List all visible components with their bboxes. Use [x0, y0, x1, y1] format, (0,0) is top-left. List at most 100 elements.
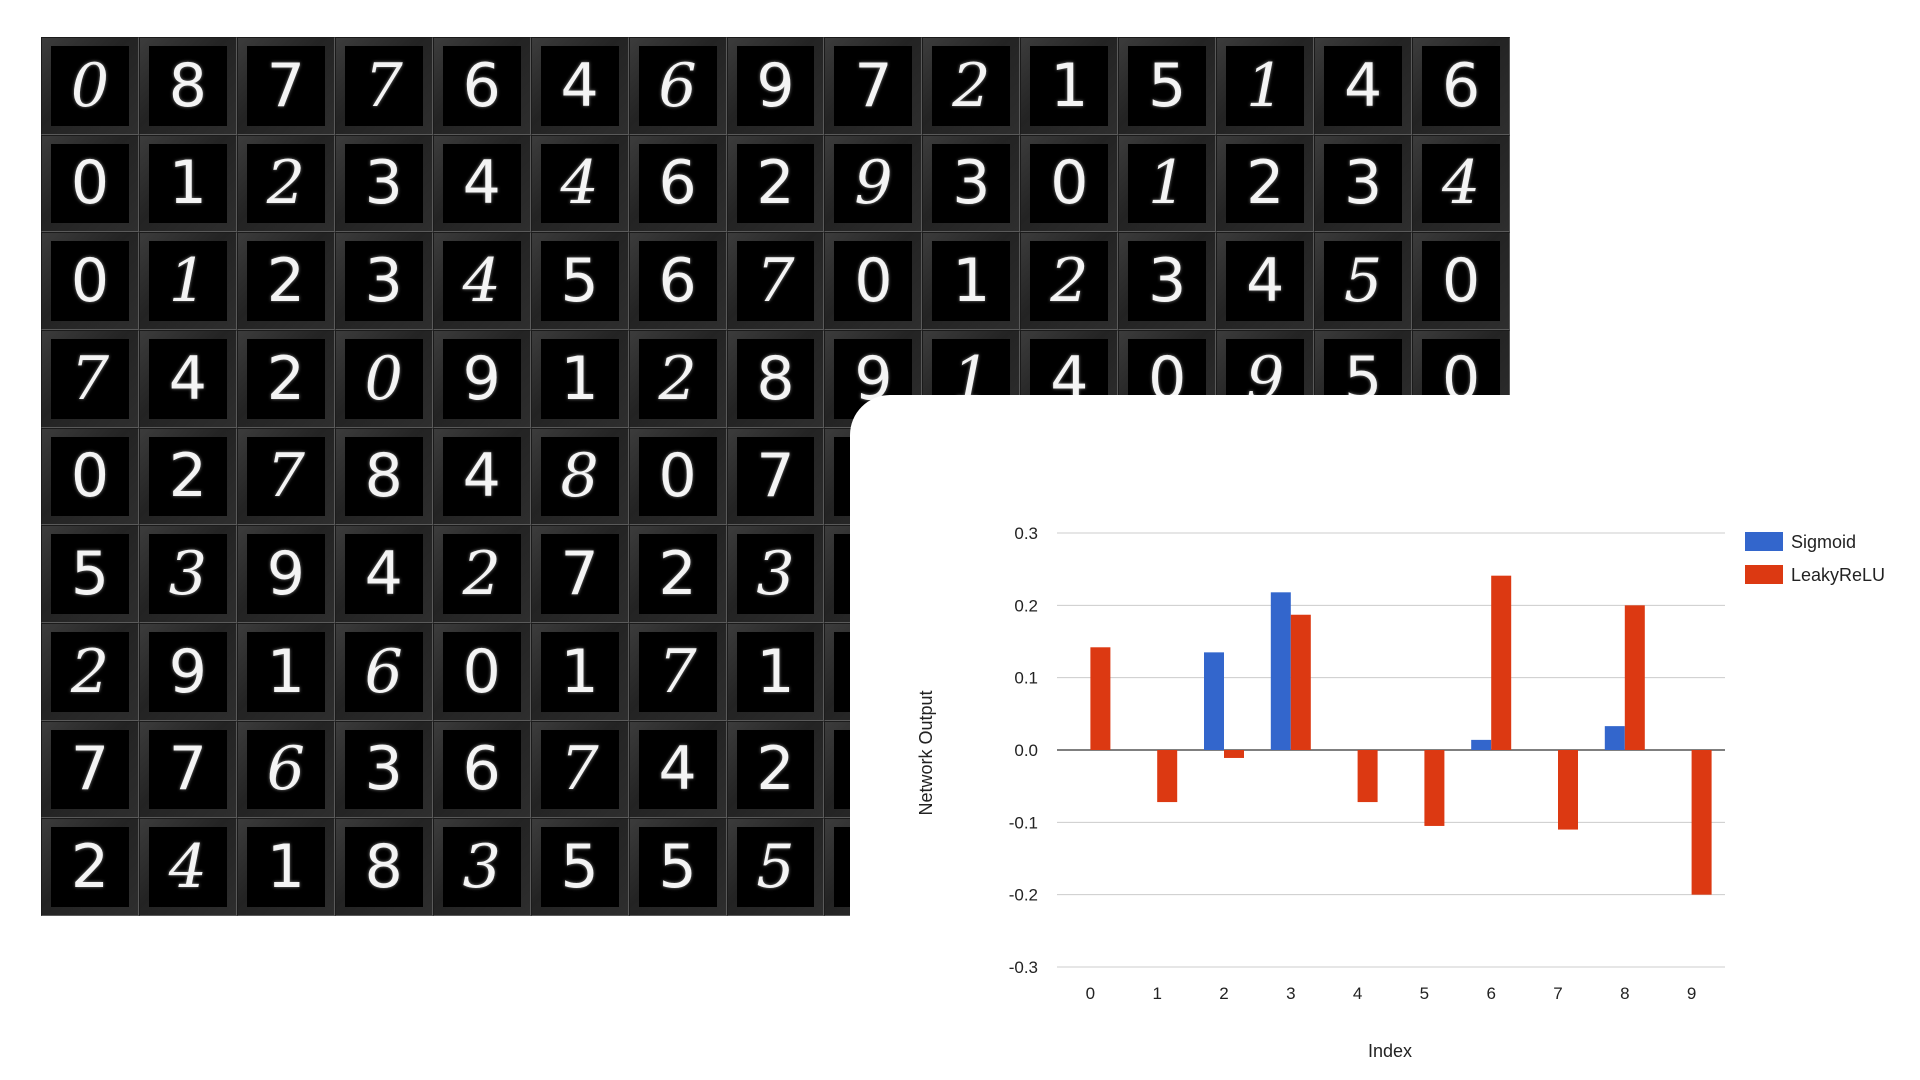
- digit-cell: 1: [530, 329, 629, 428]
- digit-image: 2: [246, 338, 325, 419]
- digit-glyph: 5: [1344, 246, 1383, 317]
- digit-cell: 4: [138, 329, 237, 428]
- digit-glyph: 9: [266, 539, 305, 610]
- digit-glyph: 8: [560, 441, 599, 512]
- digit-cell: 0: [334, 329, 433, 428]
- digit-glyph: 7: [168, 734, 207, 805]
- digit-glyph: 4: [364, 539, 403, 610]
- digit-glyph: 4: [462, 246, 501, 317]
- digit-cell: 1: [138, 134, 237, 233]
- digit-cell: 0: [432, 622, 531, 721]
- digit-glyph: 0: [364, 343, 403, 414]
- digit-cell: 0: [41, 427, 139, 526]
- digit-image: 3: [932, 143, 1011, 224]
- digit-image: 6: [1422, 46, 1500, 126]
- digit-glyph: 0: [462, 636, 501, 707]
- digit-image: 4: [442, 143, 521, 224]
- digit-image: 7: [148, 729, 227, 810]
- digit-image: 7: [540, 534, 619, 614]
- digit-image: 3: [148, 534, 227, 614]
- digit-cell: 1: [530, 622, 629, 721]
- digit-glyph: 2: [1246, 148, 1285, 219]
- digit-glyph: 0: [70, 148, 110, 219]
- digit-image: 6: [442, 46, 521, 126]
- y-tick-label: -0.3: [1009, 958, 1038, 977]
- digit-glyph: 1: [756, 636, 795, 707]
- digit-cell: 9: [138, 622, 237, 721]
- digit-cell: 0: [628, 427, 727, 526]
- digit-glyph: 1: [266, 636, 305, 707]
- digit-cell: 6: [334, 622, 433, 721]
- x-tick-label: 4: [1353, 984, 1362, 1003]
- digit-glyph: 9: [854, 148, 893, 219]
- digit-image: 6: [442, 729, 521, 810]
- digit-glyph: 3: [168, 539, 207, 610]
- digit-cell: 4: [138, 818, 237, 916]
- digit-cell: 8: [334, 818, 433, 916]
- digit-glyph: 2: [168, 441, 207, 512]
- digit-cell: 6: [628, 134, 727, 233]
- digit-image: 8: [540, 436, 619, 517]
- digit-image: 4: [148, 338, 227, 419]
- digit-image: 8: [736, 338, 815, 419]
- digit-cell: 2: [236, 232, 335, 330]
- digit-image: 2: [638, 534, 717, 614]
- digit-cell: 4: [1216, 232, 1315, 330]
- digit-cell: 9: [726, 37, 825, 135]
- digit-image: 5: [1324, 241, 1403, 321]
- x-tick-label: 5: [1420, 984, 1429, 1003]
- y-axis-title: Network Output: [916, 690, 936, 815]
- digit-glyph: 1: [1050, 50, 1089, 121]
- digit-cell: 4: [432, 427, 531, 526]
- digit-glyph: 2: [952, 50, 991, 121]
- digit-cell: 2: [628, 329, 727, 428]
- digit-image: 6: [638, 241, 717, 321]
- digit-cell: 3: [922, 134, 1021, 233]
- legend-swatch-sigmoid: [1745, 532, 1783, 551]
- digit-glyph: 2: [756, 148, 795, 219]
- x-tick-label: 2: [1219, 984, 1228, 1003]
- digit-image: 2: [442, 534, 521, 614]
- digit-cell: 7: [726, 232, 825, 330]
- digit-cell: 5: [1118, 37, 1217, 135]
- digit-image: 8: [344, 436, 423, 517]
- digit-image: 4: [540, 46, 619, 126]
- digit-image: 4: [1422, 143, 1500, 224]
- digit-image: 5: [736, 827, 815, 907]
- digit-glyph: 1: [1246, 50, 1285, 121]
- digit-glyph: 3: [756, 539, 795, 610]
- digit-cell: 7: [824, 37, 923, 135]
- digit-image: 1: [148, 143, 227, 224]
- digit-cell: 0: [41, 37, 139, 135]
- digit-cell: 8: [334, 427, 433, 526]
- digit-glyph: 7: [756, 441, 795, 512]
- digit-cell: 4: [432, 232, 531, 330]
- digit-image: 1: [932, 241, 1011, 321]
- y-tick-label: 0.0: [1014, 741, 1038, 760]
- digit-cell: 2: [1020, 232, 1119, 330]
- digit-glyph: 4: [462, 148, 501, 219]
- axes: 0.3 0.2 0.1 0.0 -0.1 -0.2 -0.3 0 1 2 3 4 5 6 7 8 9: [1009, 524, 1697, 1003]
- digit-cell: 7: [41, 329, 139, 428]
- digit-image: 5: [540, 827, 619, 907]
- digit-cell: 1: [138, 232, 237, 330]
- x-tick-label: 9: [1687, 984, 1696, 1003]
- digit-image: 8: [148, 46, 227, 126]
- digit-cell: 3: [1118, 232, 1217, 330]
- digit-glyph: 1: [952, 246, 991, 317]
- digit-cell: 6: [236, 720, 335, 819]
- digit-cell: 2: [726, 134, 825, 233]
- y-tick-label: -0.2: [1009, 886, 1038, 905]
- digit-cell: 9: [236, 525, 335, 623]
- digit-cell: 7: [530, 525, 629, 623]
- digit-glyph: 6: [658, 148, 697, 219]
- digit-image: 7: [344, 46, 423, 126]
- digit-image: 6: [638, 46, 717, 126]
- x-axis-title: Index: [1368, 1041, 1412, 1061]
- digit-image: 1: [1030, 46, 1109, 126]
- digit-image: 3: [344, 729, 423, 810]
- digit-image: 1: [540, 338, 619, 419]
- digit-glyph: 7: [854, 50, 893, 121]
